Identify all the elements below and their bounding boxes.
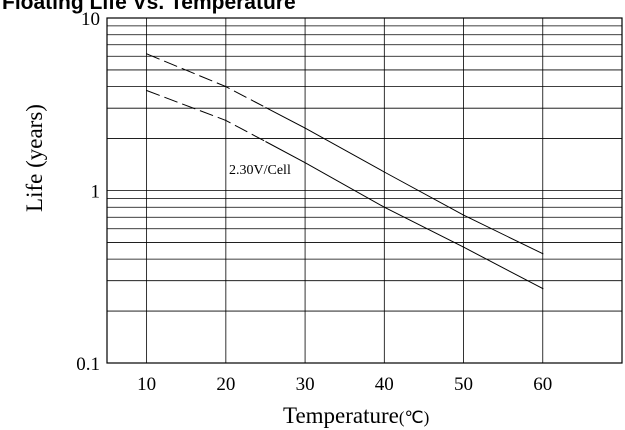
data-point xyxy=(304,127,306,129)
x-tick-label: 60 xyxy=(533,374,552,395)
data-point xyxy=(146,53,148,55)
x-axis-unit: (℃) xyxy=(399,408,429,427)
y-tick-label: 1 xyxy=(91,182,101,203)
chart-title: Floating Life Vs. Temperature xyxy=(2,0,296,14)
series-group xyxy=(146,53,544,290)
x-tick-label: 20 xyxy=(216,374,235,395)
y-axis-label: Life (years) xyxy=(22,104,47,212)
y-tick-label: 0.1 xyxy=(76,354,100,375)
plot-frame xyxy=(106,17,623,364)
x-tick-label: 10 xyxy=(137,374,156,395)
data-point xyxy=(225,86,227,88)
data-point xyxy=(462,246,465,248)
y-tick-labels: 0.1 1 10 xyxy=(76,9,100,375)
x-tick-labels: 10 20 30 40 50 60 xyxy=(137,374,552,395)
x-axis-label: Temperature(℃) xyxy=(283,403,429,428)
data-point xyxy=(542,287,544,290)
data-point xyxy=(225,119,227,121)
annotation-label: 2.30V/Cell xyxy=(229,163,291,178)
x-tick-label: 50 xyxy=(454,374,473,395)
series-1-dashed xyxy=(146,53,266,108)
data-point xyxy=(383,206,385,208)
series-2-dashed xyxy=(146,90,266,142)
data-point xyxy=(383,171,385,173)
data-point xyxy=(462,214,465,216)
series-1-solid xyxy=(265,106,544,255)
x-axis-label-text: Temperature xyxy=(283,403,399,428)
data-point xyxy=(304,162,306,164)
x-tick-label: 40 xyxy=(375,374,394,395)
grid xyxy=(107,18,622,363)
series-2-solid xyxy=(265,141,544,290)
data-point xyxy=(146,89,148,92)
x-tick-label: 30 xyxy=(296,374,315,395)
data-point xyxy=(542,253,544,255)
y-tick-label: 10 xyxy=(81,9,100,30)
